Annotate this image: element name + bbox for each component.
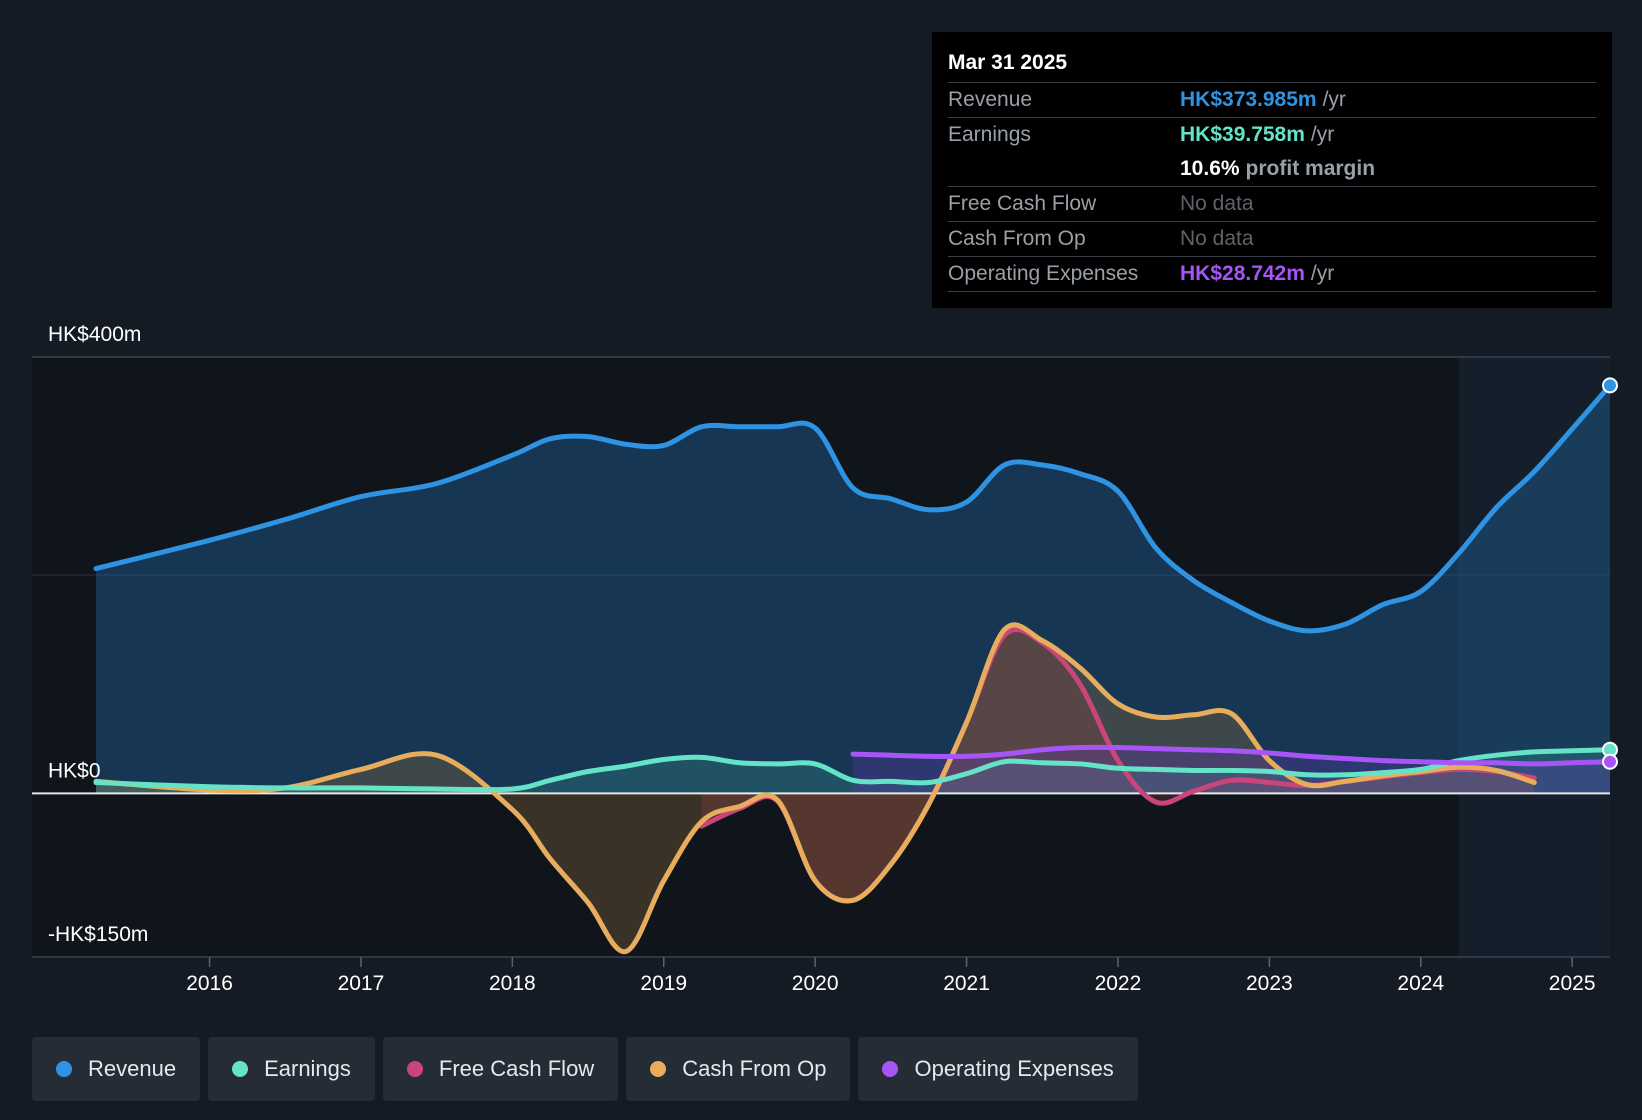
- tooltip-row-revenue: Revenue HK$373.985m /yr: [948, 83, 1596, 118]
- tooltip-row-opex: Operating Expenses HK$28.742m /yr: [948, 257, 1596, 292]
- tooltip-unit: profit margin: [1245, 157, 1376, 180]
- revenue-area: [96, 385, 1610, 794]
- tooltip-label: Revenue: [948, 88, 1033, 111]
- legend-cash-from-op[interactable]: Cash From Op: [626, 1037, 851, 1101]
- tooltip-label: Operating Expenses: [948, 262, 1139, 285]
- y-axis-label: -HK$150m: [48, 923, 148, 946]
- x-tick-label: 2018: [489, 972, 536, 995]
- tooltip-label: [948, 152, 1180, 186]
- legend-label: Free Cash Flow: [438, 1056, 595, 1081]
- tooltip-label: Earnings: [948, 123, 1031, 146]
- x-tick-label: 2017: [338, 972, 385, 995]
- data-tooltip: Mar 31 2025 Revenue HK$373.985m /yr Earn…: [932, 32, 1612, 308]
- tooltip-unit: /yr: [1310, 123, 1335, 146]
- forecast-region: [1458, 357, 1610, 957]
- tooltip-revenue-value: HK$373.985m: [1180, 88, 1317, 111]
- cash-from-op-dot-icon: [650, 1061, 667, 1077]
- x-tick-label: 2025: [1549, 972, 1596, 995]
- earnings-line: [93, 747, 1613, 793]
- legend-label: Revenue: [88, 1056, 177, 1081]
- x-tick-label: 2021: [943, 972, 990, 995]
- tooltip-unit: /yr: [1310, 262, 1335, 285]
- x-tick-label: 2020: [792, 972, 839, 995]
- x-tick-label: 2016: [186, 972, 233, 995]
- plot-background: [32, 357, 1610, 957]
- revenue-dot-icon: [56, 1061, 72, 1077]
- tooltip-label: Cash From Op: [948, 227, 1086, 250]
- x-tick-label: 2024: [1397, 972, 1444, 995]
- legend-free-cash-flow[interactable]: Free Cash Flow: [382, 1037, 619, 1101]
- legend-operating-expenses[interactable]: Operating Expenses: [858, 1037, 1138, 1101]
- tooltip-label: Free Cash Flow: [948, 192, 1097, 215]
- legend-revenue[interactable]: Revenue: [32, 1037, 201, 1101]
- revenue-endpoint-marker: [1602, 377, 1618, 394]
- tooltip-unit: /yr: [1322, 88, 1346, 111]
- tooltip-earnings-value: HK$39.758m: [1180, 123, 1305, 146]
- tooltip-margin-value: 10.6%: [1180, 157, 1240, 180]
- operating-expenses-line: [850, 744, 1613, 767]
- tooltip-fcf-value: No data: [1180, 192, 1254, 215]
- legend-earnings[interactable]: Earnings: [208, 1037, 375, 1101]
- tooltip-row-cfo: Cash From Op No data: [948, 222, 1596, 257]
- tooltip-opex-value: HK$28.742m: [1180, 262, 1305, 285]
- y-axis-label: HK$400m: [48, 323, 141, 346]
- tooltip-row-fcf: Free Cash Flow No data: [948, 187, 1596, 222]
- x-tick-label: 2022: [1095, 972, 1142, 995]
- revenue-line: [93, 382, 1613, 634]
- y-axis-label: HK$0: [48, 759, 101, 782]
- tooltip-row-margin: 10.6% profit margin: [948, 152, 1596, 187]
- legend-label: Earnings: [264, 1056, 351, 1081]
- tooltip-cfo-value: No data: [1180, 227, 1254, 250]
- tooltip-date: Mar 31 2025: [948, 44, 1596, 83]
- x-tick-label: 2019: [640, 972, 687, 995]
- operating-expenses-endpoint-marker: [1602, 753, 1618, 770]
- legend-label: Cash From Op: [682, 1056, 827, 1081]
- earnings-dot-icon: [232, 1061, 249, 1077]
- cash-from-op-line: [93, 622, 1537, 955]
- free-cash-flow-dot-icon: [406, 1061, 423, 1077]
- chart-legend: Revenue Earnings Free Cash Flow Cash Fro…: [32, 1037, 1138, 1101]
- tooltip-row-earnings: Earnings HK$39.758m /yr: [948, 118, 1596, 152]
- legend-label: Operating Expenses: [914, 1056, 1114, 1081]
- x-tick-label: 2023: [1246, 972, 1293, 995]
- operating-expenses-dot-icon: [882, 1061, 899, 1077]
